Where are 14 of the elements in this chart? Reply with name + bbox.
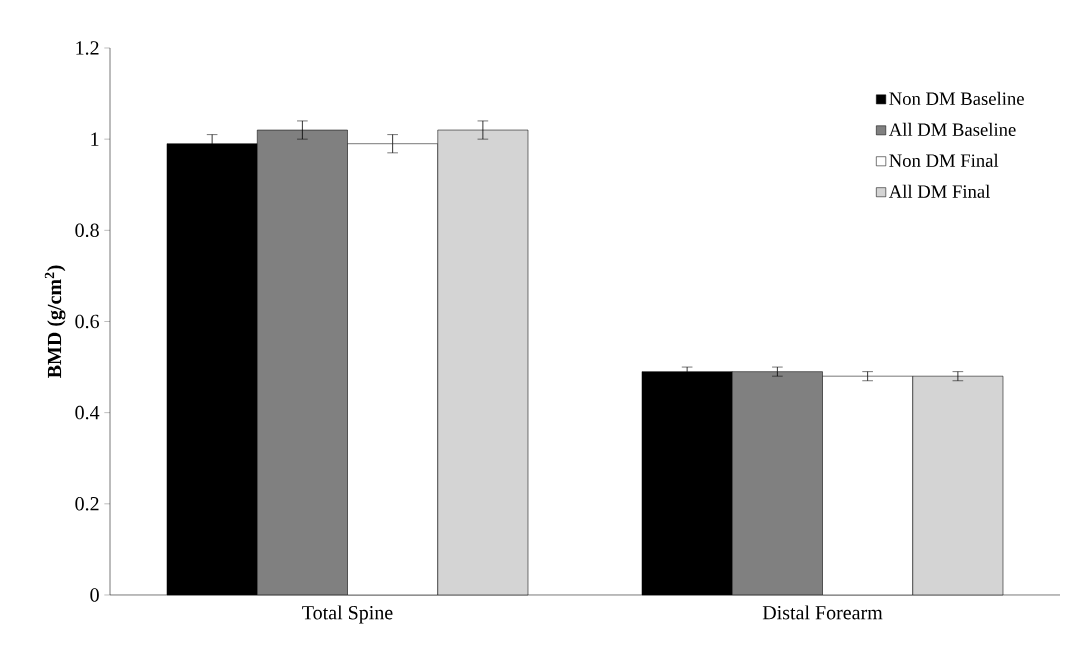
- y-tick-label: 0.6: [75, 314, 100, 329]
- legend-label: All DM Baseline: [888, 122, 1016, 136]
- y-tick-label: 0: [90, 588, 99, 602]
- x-tick-label: Distal Forearm: [762, 605, 883, 620]
- y-tick-label: 1: [91, 132, 99, 146]
- y-tick-label: 1.2: [76, 41, 99, 55]
- y-tick-label: 0.4: [75, 405, 100, 420]
- y-tick-label: 0.8: [75, 223, 99, 238]
- legend-label: Non DM Baseline: [889, 91, 1024, 106]
- x-tick-label: Total Spine: [302, 605, 393, 624]
- y-axis-title: BMD (g/cm$^{2}$): [44, 265, 66, 379]
- legend-label: All DM Final: [888, 184, 990, 198]
- legend-label: Non DM Final: [889, 153, 999, 167]
- y-tick-label: 0.2: [75, 497, 99, 511]
